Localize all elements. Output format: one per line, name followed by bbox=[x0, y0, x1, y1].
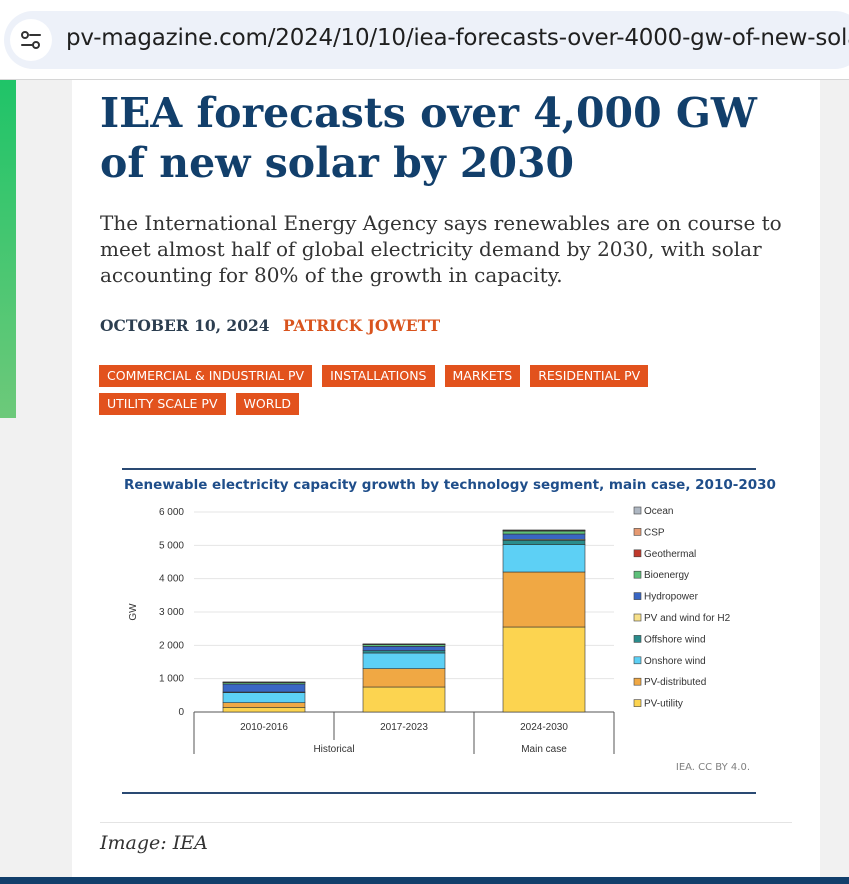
bar-segment bbox=[502, 626, 586, 713]
bar-segment bbox=[222, 681, 306, 683]
caption-divider bbox=[100, 822, 792, 823]
article-lede: The International Energy Agency says ren… bbox=[100, 211, 782, 287]
bar-segment bbox=[502, 529, 586, 531]
legend-swatch bbox=[633, 635, 642, 643]
bar-segment bbox=[362, 652, 446, 669]
tag-residential-pv[interactable]: RESIDENTIAL PV bbox=[530, 365, 649, 387]
legend-swatch bbox=[633, 613, 642, 622]
x-tick-label: 2010-2016 bbox=[240, 722, 288, 733]
legend-label: PV-utility bbox=[644, 699, 683, 710]
legend-label: CSP bbox=[644, 527, 665, 538]
legend-label: Onshore wind bbox=[644, 656, 706, 667]
bar-segment bbox=[502, 533, 586, 540]
legend-label: Ocean bbox=[644, 506, 673, 517]
figure-bottom-rule bbox=[122, 792, 756, 794]
y-tick-label: 1 000 bbox=[159, 674, 184, 685]
group-label: Main case bbox=[521, 744, 567, 755]
legend-swatch bbox=[633, 677, 642, 686]
tag-markets[interactable]: MARKETS bbox=[444, 365, 521, 387]
legend-label: Bioenergy bbox=[644, 570, 689, 581]
bar-segment bbox=[222, 707, 306, 713]
bar-segment bbox=[222, 683, 306, 693]
capacity-chart: 0 1 000 2 000 3 000 4 000 5 000 6 000 GW 2010-20… bbox=[128, 506, 731, 755]
y-tick-label: 6 000 bbox=[159, 507, 184, 518]
bar-segment bbox=[502, 571, 586, 628]
url-text[interactable]: pv-magazine.com/2024/10/10/iea-forecasts… bbox=[66, 25, 849, 51]
bar-segment bbox=[222, 692, 306, 703]
bar-segment bbox=[362, 686, 446, 713]
address-bar[interactable]: pv-magazine.com/2024/10/10/iea-forecasts… bbox=[4, 11, 849, 69]
y-tick-label: 5 000 bbox=[159, 540, 184, 551]
chart-title: Renewable electricity capacity growth by… bbox=[124, 477, 776, 493]
tag-utility-scale-pv[interactable]: UTILITY SCALE PV bbox=[99, 393, 226, 415]
bottom-nav-bar bbox=[0, 877, 849, 884]
legend-label: PV and wind for H2 bbox=[644, 613, 731, 624]
article-title: IEA forecasts over 4,000 GW of new solar… bbox=[100, 89, 757, 187]
article-card: IEA forecasts over 4,000 GW of new solar… bbox=[72, 80, 820, 880]
y-tick-label: 4 000 bbox=[159, 574, 184, 585]
side-accent-strip bbox=[0, 80, 16, 418]
x-tick-label: 2024-2030 bbox=[520, 722, 568, 733]
y-tick-label: 3 000 bbox=[159, 607, 184, 618]
x-tick-label: 2017-2023 bbox=[380, 722, 428, 733]
bar-segment bbox=[362, 643, 446, 645]
legend-swatch bbox=[633, 699, 642, 707]
article-date: OCTOBER 10, 2024 bbox=[100, 316, 270, 335]
bar-segment bbox=[502, 544, 586, 573]
y-tick-label: 0 bbox=[178, 707, 184, 718]
legend-swatch bbox=[633, 656, 642, 665]
image-caption: Image: IEA bbox=[100, 832, 208, 854]
legend-label: Hydropower bbox=[644, 592, 699, 603]
author-link[interactable]: PATRICK JOWETT bbox=[282, 316, 441, 335]
tag-commercial-industrial-pv[interactable]: COMMERCIAL & INDUSTRIAL PV bbox=[99, 365, 313, 387]
legend-label: Offshore wind bbox=[644, 634, 706, 645]
legend-label: Geothermal bbox=[644, 549, 696, 560]
legend-swatch bbox=[633, 528, 642, 536]
bar-segment bbox=[362, 646, 446, 651]
article-meta: OCTOBER 10, 2024 PATRICK JOWETT bbox=[100, 316, 440, 335]
tag-world[interactable]: WORLD bbox=[235, 393, 299, 415]
group-label: Historical bbox=[313, 744, 354, 755]
y-axis-label: GW bbox=[128, 603, 139, 621]
tag-installations[interactable]: INSTALLATIONS bbox=[322, 365, 435, 387]
legend-swatch bbox=[633, 592, 642, 600]
tag-list: COMMERCIAL & INDUSTRIAL PV INSTALLATIONS M… bbox=[99, 365, 739, 421]
bar-segment bbox=[362, 668, 446, 688]
figure-top-rule bbox=[122, 468, 756, 470]
browser-toolbar: pv-magazine.com/2024/10/10/iea-forecasts… bbox=[0, 0, 849, 80]
legend-swatch bbox=[633, 549, 642, 558]
legend-swatch bbox=[633, 506, 642, 515]
figure-credit: IEA. CC BY 4.0. bbox=[675, 762, 750, 773]
tune-icon[interactable] bbox=[10, 19, 52, 61]
legend-swatch bbox=[633, 570, 642, 579]
bar-segment bbox=[362, 650, 446, 654]
y-tick-label: 2 000 bbox=[159, 640, 184, 651]
bar-segment bbox=[502, 540, 586, 545]
bar-segment bbox=[222, 702, 306, 708]
legend-label: PV-distributed bbox=[644, 677, 706, 688]
article-figure: Renewable electricity capacity growth by… bbox=[122, 468, 776, 796]
